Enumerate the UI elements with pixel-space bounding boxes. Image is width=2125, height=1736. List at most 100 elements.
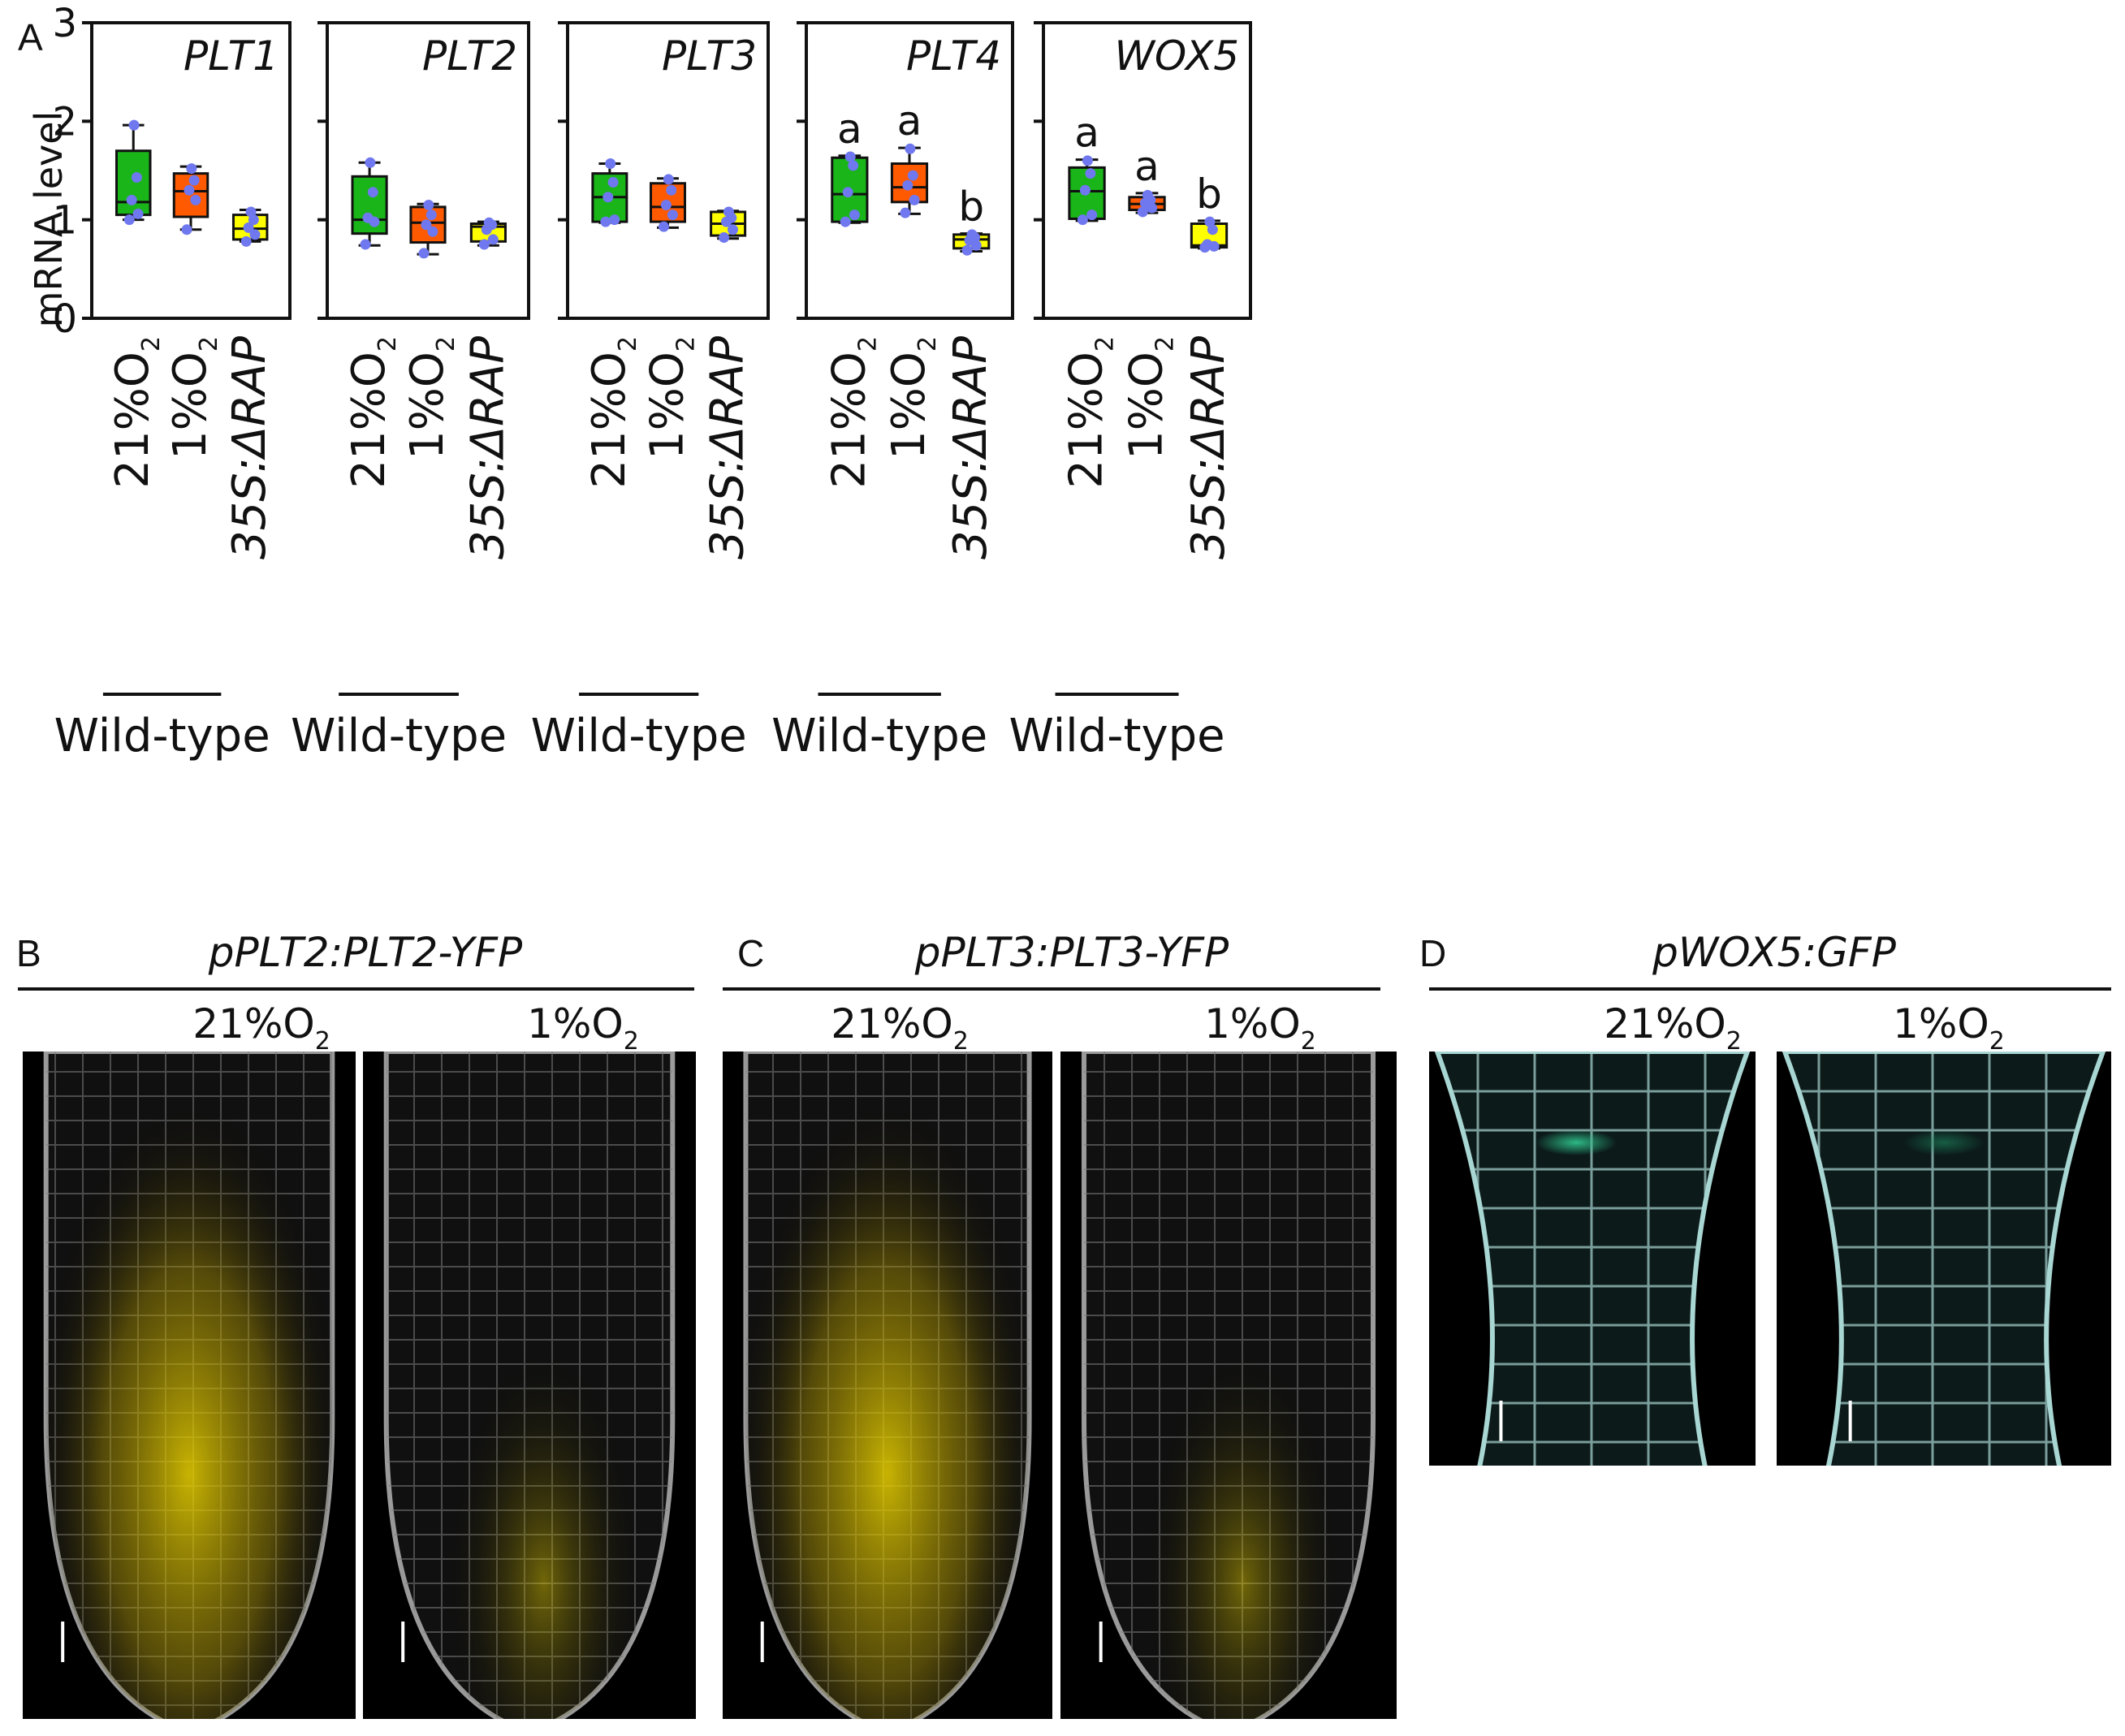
data-point	[902, 179, 913, 191]
significance-letter: a	[897, 97, 922, 145]
yfp-signal	[745, 1052, 1030, 1719]
boxplot-wox5: WOX5 a 21%O2 a 1%O2 b 35S:ΔRAP Wild-type	[1009, 21, 1252, 762]
yfp-signal	[1083, 1052, 1374, 1719]
construct-label: pWOX5:GFP	[1652, 929, 1897, 976]
yfp-signal	[45, 1052, 333, 1719]
data-point	[1137, 206, 1148, 218]
data-point	[184, 184, 195, 196]
group-label: Wild-type	[531, 710, 747, 762]
box-35S:ΔRAP	[469, 217, 507, 250]
root-cells	[1437, 1052, 1747, 1466]
box-35S:ΔRAP	[710, 206, 747, 244]
condition-label: 1%O2	[527, 1000, 639, 1056]
data-point	[909, 194, 920, 205]
data-point	[900, 207, 911, 218]
plot-frame	[1042, 21, 1252, 320]
group-label: Wild-type	[1009, 710, 1224, 762]
construct-label: pPLT2:PLT2-YFP	[208, 929, 523, 976]
data-point	[848, 160, 859, 171]
data-point	[663, 174, 674, 185]
data-point	[658, 221, 669, 232]
data-point	[487, 234, 499, 245]
significance-letter: a	[1134, 143, 1160, 190]
box-iqr	[351, 175, 388, 235]
boxplot-plt4: PLT4 a 21%O2 a 1%O2 b 35S:ΔRAP Wild-type	[771, 21, 1014, 762]
category-label: 35S:ΔRAP	[461, 336, 514, 559]
data-point	[1082, 155, 1093, 166]
boxplot-plt3: PLT3 21%O21%O2 35S:ΔRAP Wild-type	[531, 21, 770, 762]
condition-label: 21%O2	[1604, 1000, 1742, 1056]
y-tick-label: 3	[52, 1, 77, 46]
data-point	[907, 170, 918, 181]
category-label: 1%O2	[883, 336, 942, 460]
data-point	[719, 232, 730, 244]
micrograph	[1777, 1052, 2111, 1466]
data-point	[905, 143, 916, 154]
data-point	[1086, 209, 1098, 221]
gene-title: PLT4	[906, 32, 1001, 80]
data-point	[249, 229, 261, 240]
gene-title: PLT3	[662, 32, 757, 80]
box-1%O2	[650, 174, 686, 232]
y-axis-title: mRNA level	[27, 111, 71, 328]
data-point	[966, 229, 978, 240]
data-point	[961, 244, 973, 256]
data-point	[362, 212, 374, 223]
gfp-signal	[1903, 1129, 1985, 1156]
data-point	[1142, 189, 1153, 201]
box-21%O2	[115, 119, 152, 226]
category-label: 21%O2	[343, 336, 402, 489]
micrograph	[1429, 1052, 1756, 1466]
data-point	[478, 239, 490, 250]
data-point	[188, 175, 200, 186]
plot-frame	[326, 21, 530, 320]
panel-label: D	[1419, 932, 1446, 974]
data-point	[849, 209, 860, 221]
data-point	[1079, 184, 1091, 196]
data-point	[423, 199, 434, 210]
root-cells	[1785, 1052, 2103, 1466]
data-point	[844, 151, 856, 162]
significance-letter: b	[958, 184, 984, 231]
data-point	[425, 209, 437, 221]
data-point	[666, 184, 677, 196]
box-1%O2: a	[1128, 143, 1166, 218]
group-label: Wild-type	[54, 710, 270, 762]
box-35S:ΔRAP: b	[952, 184, 991, 256]
yfp-signal	[386, 1052, 673, 1719]
data-point	[123, 214, 135, 226]
micrograph	[723, 1052, 1052, 1719]
category-label: 21%O2	[583, 336, 642, 489]
box-35S:ΔRAP: b	[1190, 171, 1229, 253]
gfp-signal	[1535, 1129, 1617, 1156]
panel-label: C	[737, 932, 764, 974]
data-point	[190, 194, 201, 205]
box-1%O2	[409, 199, 447, 259]
plot-frame	[566, 21, 770, 320]
category-label: 21%O2	[1060, 336, 1120, 489]
condition-label: 1%O2	[1204, 1000, 1316, 1056]
box-21%O2: a	[831, 106, 869, 227]
box-21%O2	[351, 157, 388, 250]
category-label: 1%O2	[401, 336, 460, 460]
category-label: 1%O2	[1121, 336, 1180, 460]
y-tick-label: 2	[52, 99, 77, 145]
group-label: Wild-type	[771, 710, 987, 762]
data-point	[131, 171, 142, 183]
micrograph	[23, 1052, 356, 1719]
y-tick-label: 1	[52, 198, 77, 244]
data-point	[243, 222, 254, 233]
data-point	[660, 199, 672, 210]
data-point	[128, 119, 140, 131]
data-point	[723, 206, 734, 218]
category-label: 35S:ΔRAP	[1182, 336, 1235, 559]
box-35S:ΔRAP	[231, 206, 269, 247]
box-21%O2: a	[1068, 110, 1106, 226]
data-point	[132, 208, 144, 219]
data-point	[427, 226, 438, 237]
category-label: 35S:ΔRAP	[702, 336, 754, 559]
data-point	[367, 187, 378, 198]
